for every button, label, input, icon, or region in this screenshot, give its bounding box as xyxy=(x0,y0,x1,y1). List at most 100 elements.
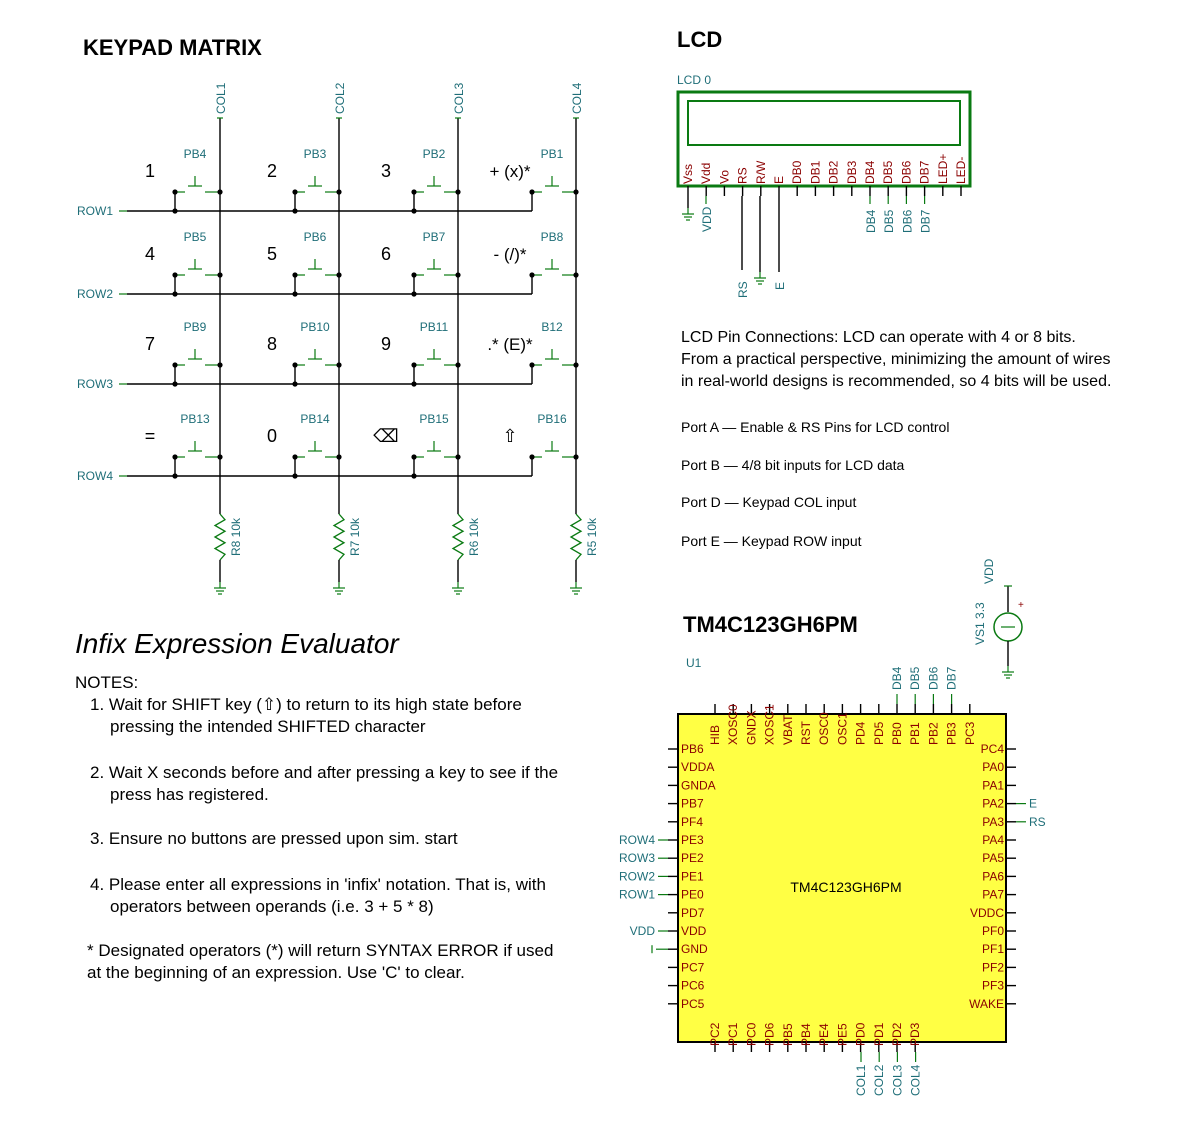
key-node-l-15 xyxy=(411,454,417,460)
mcu-right-pin-7: PA6 xyxy=(982,869,1004,883)
mcu-left-pin-10: VDD xyxy=(681,924,707,938)
key-ref-8: PB8 xyxy=(541,230,564,244)
vs-label: VS1 3.3 xyxy=(973,602,987,645)
key-node-l-2 xyxy=(292,189,298,195)
mcu-right-pin-8: PA7 xyxy=(982,888,1004,902)
key-label-11: 9 xyxy=(381,334,391,354)
row-junction-15 xyxy=(411,473,417,479)
key-ref-14: PB14 xyxy=(300,412,330,426)
row-junction-1 xyxy=(172,208,178,214)
resistor-label-2: R7 10k xyxy=(348,517,362,556)
key-ref-1: PB4 xyxy=(184,147,207,161)
row-junction-14 xyxy=(292,473,298,479)
mcu-left-pin-4: PF4 xyxy=(681,815,703,829)
key-node-l-9 xyxy=(172,362,178,368)
mcu-right-pin-2: PA1 xyxy=(982,778,1004,792)
mcu-left-pin-13: PC6 xyxy=(681,979,705,993)
mcu-left-pin-6: PE2 xyxy=(681,851,704,865)
key-label-8: - (/)* xyxy=(493,245,526,264)
mcu-top-pin-5: RST xyxy=(799,720,813,745)
key-node-l-3 xyxy=(411,189,417,195)
lcd-e-net: E xyxy=(773,282,787,290)
row-label-4: ROW4 xyxy=(77,469,113,483)
mcu-right-pin-13: PF3 xyxy=(982,979,1004,993)
key-node-r-14 xyxy=(336,454,342,460)
row-junction-7 xyxy=(411,291,417,297)
mcu-title: TM4C123GH6PM xyxy=(683,612,858,637)
key-ref-13: PB13 xyxy=(180,412,210,426)
mcu-left-pin-5: PE3 xyxy=(681,833,704,847)
key-ref-10: PB10 xyxy=(300,320,330,334)
mcu-left-pin-7: PE1 xyxy=(681,869,704,883)
key-ref-5: PB5 xyxy=(184,230,207,244)
col-label-3: COL3 xyxy=(452,82,466,114)
mcu-bottom-net-3: COL4 xyxy=(909,1064,923,1096)
lcd-db-net-0: DB4 xyxy=(864,209,878,233)
key-label-1: 1 xyxy=(145,161,155,181)
mcu-left-net-10: VDD xyxy=(630,924,656,938)
mcu-top-pin-9: PD5 xyxy=(872,721,886,745)
mcu-top-pin-10: PB0 xyxy=(890,722,904,745)
lcd-note-3: in real-world designs is recommended, so… xyxy=(681,373,1112,390)
port-e-note: Port E — Keypad ROW input xyxy=(681,533,862,549)
mcu-right-net-4: RS xyxy=(1029,815,1046,829)
mcu-top-pin-4: VBAT xyxy=(781,714,795,745)
row-junction-9 xyxy=(172,381,178,387)
mcu-top-pin-3: XOSC1 xyxy=(763,704,777,745)
mcu-right-pin-5: PA4 xyxy=(982,833,1004,847)
lcd-note-1: LCD Pin Connections: LCD can operate wit… xyxy=(681,329,1076,346)
resistor-4 xyxy=(569,513,583,561)
key-node-r-5 xyxy=(217,272,223,278)
vs-plus: + xyxy=(1018,600,1024,611)
mcu-left-net-5: ROW4 xyxy=(619,833,655,847)
lcd-pin-1: Vdd xyxy=(699,163,713,184)
row-junction-13 xyxy=(172,473,178,479)
lcd-pin-2: Vo xyxy=(717,170,731,184)
row-junction-10 xyxy=(292,381,298,387)
vs-net: VDD xyxy=(982,558,996,584)
lcd-pin-15: LED- xyxy=(954,157,968,184)
mcu-right-pin-12: PF2 xyxy=(982,960,1004,974)
mcu-right-pin-14: WAKE xyxy=(969,997,1004,1011)
key-ref-11: PB11 xyxy=(420,320,449,334)
key-node-r-15 xyxy=(455,454,461,460)
key-label-6: 5 xyxy=(267,244,277,264)
key-node-r-10 xyxy=(336,362,342,368)
row-junction-2 xyxy=(292,208,298,214)
mcu-right-pin-0: PC4 xyxy=(981,742,1005,756)
mcu-left-net-8: ROW1 xyxy=(619,888,655,902)
footnote: * Designated operators (*) will return S… xyxy=(87,941,554,982)
mcu-bottom-net-1: COL2 xyxy=(872,1064,886,1096)
mcu-right-pin-6: PA5 xyxy=(982,851,1004,865)
note-3: 3. Ensure no buttons are pressed upon si… xyxy=(90,829,458,848)
mcu-right-pin-11: PF1 xyxy=(982,942,1004,956)
key-ref-6: PB6 xyxy=(304,230,327,244)
mcu-top-net-1: DB5 xyxy=(908,666,922,690)
key-node-l-4 xyxy=(529,189,535,195)
mcu-right-pin-3: PA2 xyxy=(982,797,1004,811)
lcd-pin-9: DB3 xyxy=(845,160,859,184)
key-node-r-6 xyxy=(336,272,342,278)
mcu-bottom-pin-5: PB4 xyxy=(799,1023,813,1046)
key-ref-15: PB15 xyxy=(419,412,449,426)
mcu-left-pin-14: PC5 xyxy=(681,997,705,1011)
port-a-note: Port A — Enable & RS Pins for LCD contro… xyxy=(681,419,950,435)
mcu-left-pin-1: VDDA xyxy=(681,760,714,774)
key-node-l-8 xyxy=(529,272,535,278)
key-node-l-5 xyxy=(172,272,178,278)
note-4: 4. Please enter all expressions in 'infi… xyxy=(90,875,546,916)
key-node-r-12 xyxy=(573,362,579,368)
col-label-1: COL1 xyxy=(214,82,228,114)
mcu-bottom-pin-11: PD3 xyxy=(908,1022,922,1046)
mcu-left-pin-12: PC7 xyxy=(681,960,705,974)
lcd-db-net-3: DB7 xyxy=(919,209,933,233)
lcd-pin-4: R/W xyxy=(754,160,768,184)
mcu-bottom-pin-1: PC1 xyxy=(726,1022,740,1046)
note-2: 2. Wait X seconds before and after press… xyxy=(90,763,559,804)
lcd-pin-5: E xyxy=(772,176,786,184)
lcd-pin-10: DB4 xyxy=(863,160,877,184)
mcu-top-pin-7: OSC1 xyxy=(835,712,849,745)
lcd-note-2: From a practical perspective, minimizing… xyxy=(681,351,1111,368)
port-b-note: Port B — 4/8 bit inputs for LCD data xyxy=(681,457,905,473)
mcu-top-net-2: DB6 xyxy=(926,666,940,690)
